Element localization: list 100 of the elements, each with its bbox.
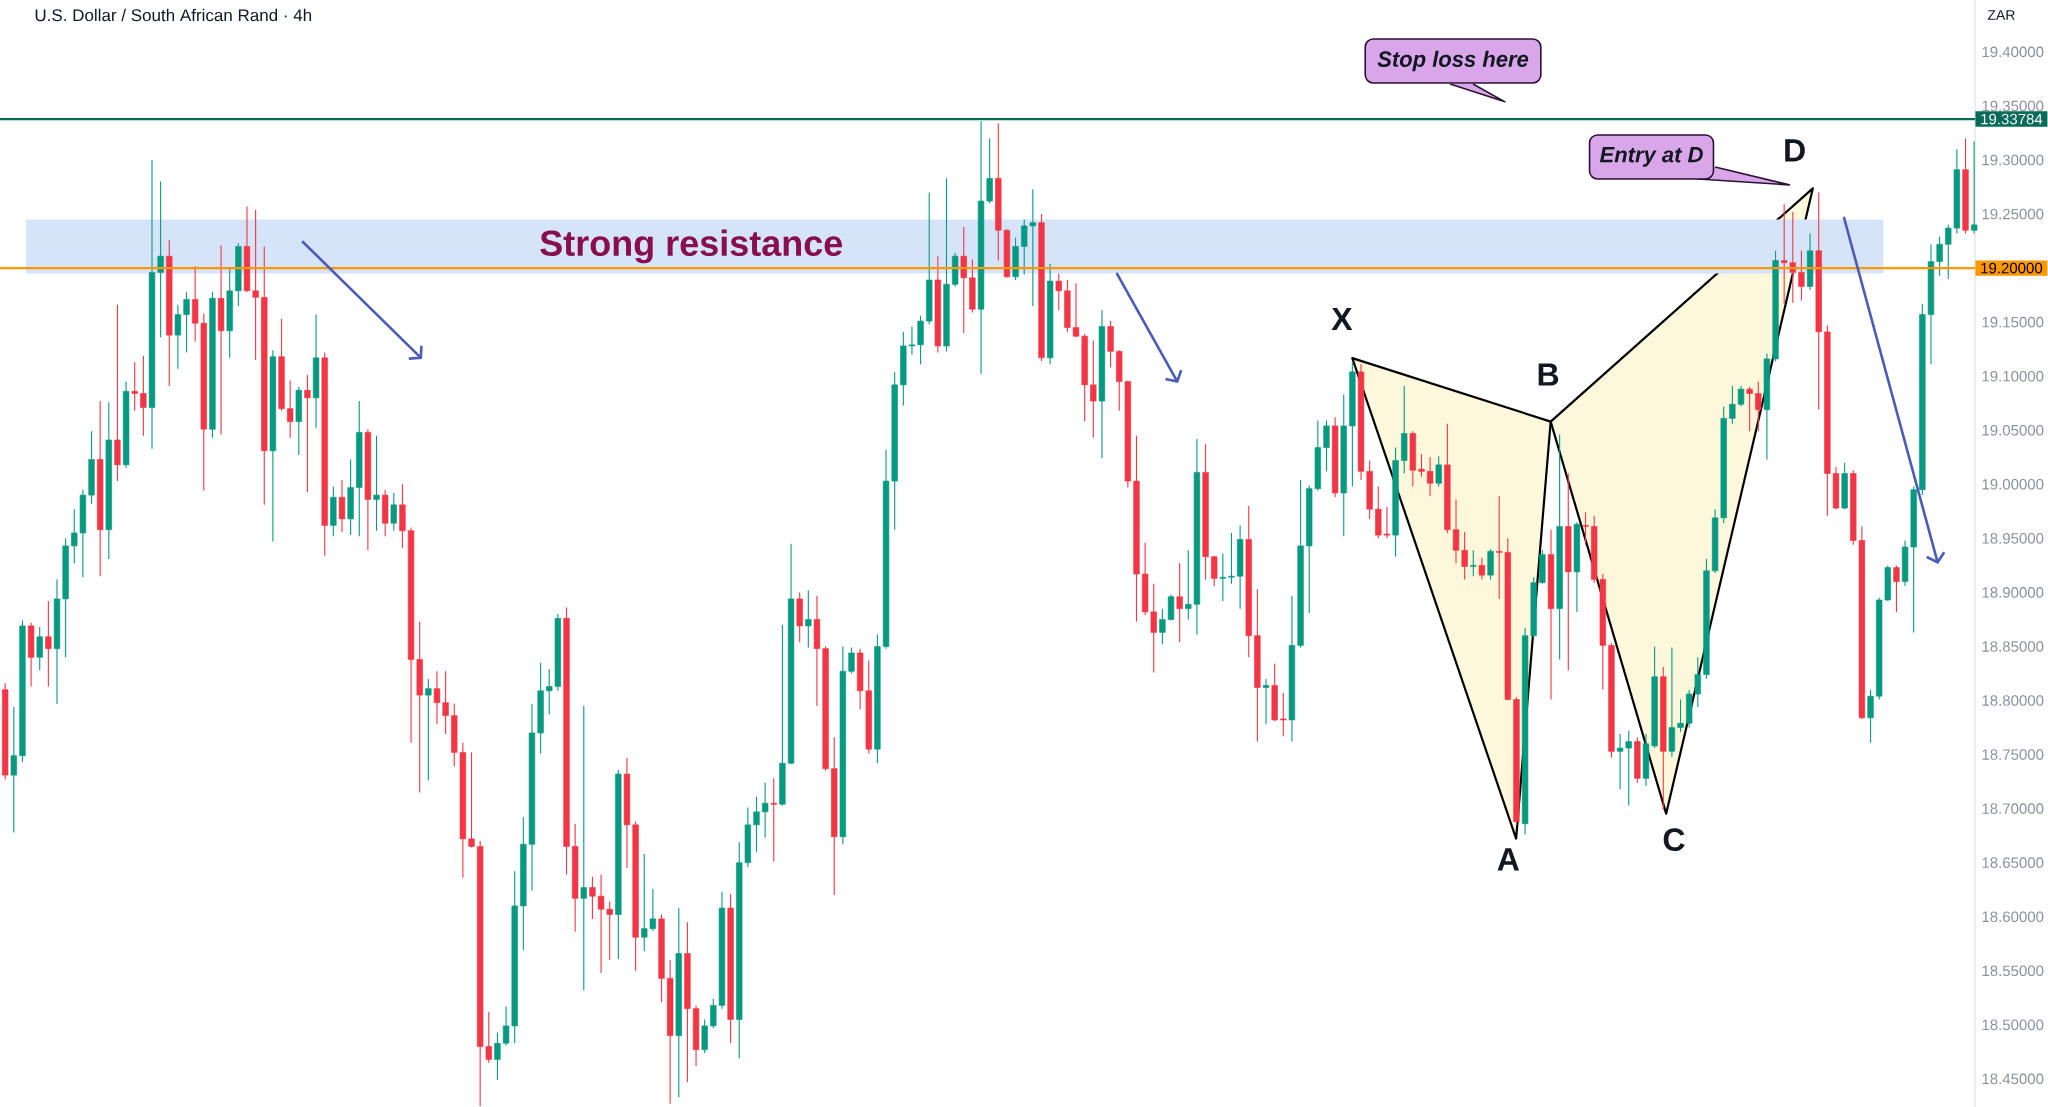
candlestick <box>1090 339 1097 439</box>
candlestick <box>1729 385 1736 425</box>
y-tick-label: 19.35000 <box>1982 100 2044 112</box>
candlestick <box>373 435 380 532</box>
candlestick <box>1582 511 1589 546</box>
y-tick-label: 19.25000 <box>1982 208 2044 220</box>
y-tick-label: 18.50000 <box>1982 1019 2044 1031</box>
candlestick <box>174 304 182 370</box>
annotation: Stop loss here <box>1377 50 1529 72</box>
candlestick <box>1228 532 1235 585</box>
candlestick <box>1867 689 1874 744</box>
ref-line-label: 19.20000 <box>1981 262 2043 274</box>
y-tick-label: 18.95000 <box>1982 533 2044 544</box>
y-tick-label: 18.75000 <box>1982 749 2044 760</box>
candlestick <box>960 226 967 334</box>
candlestick <box>606 901 613 961</box>
y-tick-label: 19.40000 <box>1982 46 2044 58</box>
y-tick-label: 18.45000 <box>1982 1073 2044 1085</box>
candlestick <box>753 796 760 853</box>
y-tick-label: 18.85000 <box>1982 641 2044 652</box>
band-label: Strong resistance <box>540 229 843 264</box>
candlestick <box>390 492 397 532</box>
candlestick <box>433 670 441 725</box>
candlestick <box>710 998 717 1029</box>
candlestick <box>1789 211 1796 304</box>
candlestick <box>761 782 769 839</box>
y-tick-label: 19.10000 <box>1982 370 2044 382</box>
candlestick <box>986 137 993 204</box>
y-tick-label: 18.70000 <box>1982 803 2044 814</box>
candlestick <box>1781 203 1788 305</box>
candlestick <box>1185 549 1192 620</box>
candlestick <box>1426 456 1434 497</box>
annotation: Entry at D <box>1599 147 1703 167</box>
candlestick <box>442 670 449 735</box>
candlestick <box>1262 678 1270 725</box>
candlestick <box>1694 656 1701 708</box>
candlestick <box>1219 552 1226 602</box>
ref-line-label: 19.33784 <box>1981 113 2043 125</box>
candlestick <box>494 1031 501 1081</box>
y-tick-label: 19.05000 <box>1982 424 2044 436</box>
annotation: C <box>1663 828 1685 851</box>
candlestick <box>1452 498 1460 564</box>
candlestick <box>1893 564 1900 613</box>
candlestick <box>917 315 924 365</box>
candlestick <box>1616 733 1624 790</box>
candlestick <box>1280 692 1287 737</box>
candlestick <box>1470 549 1477 577</box>
y-tick-label: 19.00000 <box>1982 479 2044 490</box>
candlestick <box>1755 381 1762 432</box>
candlestick <box>1461 531 1468 580</box>
candlestick <box>597 874 605 974</box>
candlestick <box>1936 236 1943 277</box>
candlestick <box>580 705 587 991</box>
candlestick <box>1971 141 1978 235</box>
candlestick <box>338 479 346 533</box>
candlestick <box>468 751 475 849</box>
candlestick <box>36 626 43 671</box>
candlestick <box>1176 562 1183 643</box>
y-tick-label: 18.65000 <box>1982 857 2044 868</box>
candlestick <box>1798 250 1805 302</box>
candlestick <box>1055 272 1062 311</box>
candlestick <box>252 209 259 361</box>
candlestick <box>1746 386 1753 432</box>
y-tick-label: 18.55000 <box>1982 965 2044 977</box>
chart-title: U.S. Dollar / South African Rand · 4h <box>35 8 312 22</box>
candlestick <box>1668 647 1676 758</box>
candlestick <box>1323 419 1330 472</box>
y-tick-label: 19.30000 <box>1982 154 2044 166</box>
candlestick <box>1487 548 1494 580</box>
candlestick <box>1418 453 1425 478</box>
candlestick <box>131 361 138 412</box>
candlestick <box>140 355 147 437</box>
candlestick <box>1737 385 1745 408</box>
candlestick <box>425 678 432 782</box>
candlestick <box>1150 583 1157 673</box>
annotation: A <box>1497 848 1520 871</box>
candlestick <box>589 876 596 920</box>
candlestick <box>805 589 812 649</box>
candlestick <box>304 374 311 493</box>
annotation: B <box>1538 363 1559 386</box>
candlestick <box>45 600 52 688</box>
candlestick <box>1478 557 1486 580</box>
y-axis-title: ZAR <box>1987 10 2015 20</box>
candlestick <box>1211 555 1218 587</box>
y-tick-label: 18.80000 <box>1982 695 2044 706</box>
y-tick-label: 19.15000 <box>1982 316 2044 328</box>
candlestick <box>1072 282 1080 338</box>
candlestick <box>701 1018 708 1054</box>
candlestick <box>1167 594 1175 622</box>
candlestick <box>502 1005 510 1046</box>
candlestick <box>1677 698 1684 733</box>
candlestick <box>1435 455 1442 488</box>
candlestick <box>770 777 777 863</box>
candlestick <box>546 668 553 716</box>
candlestick <box>10 706 17 833</box>
candlestick <box>1625 730 1632 806</box>
candlestick <box>848 647 855 675</box>
candlestick <box>287 379 294 439</box>
candlestick <box>1159 608 1166 645</box>
candlestick <box>157 181 164 338</box>
